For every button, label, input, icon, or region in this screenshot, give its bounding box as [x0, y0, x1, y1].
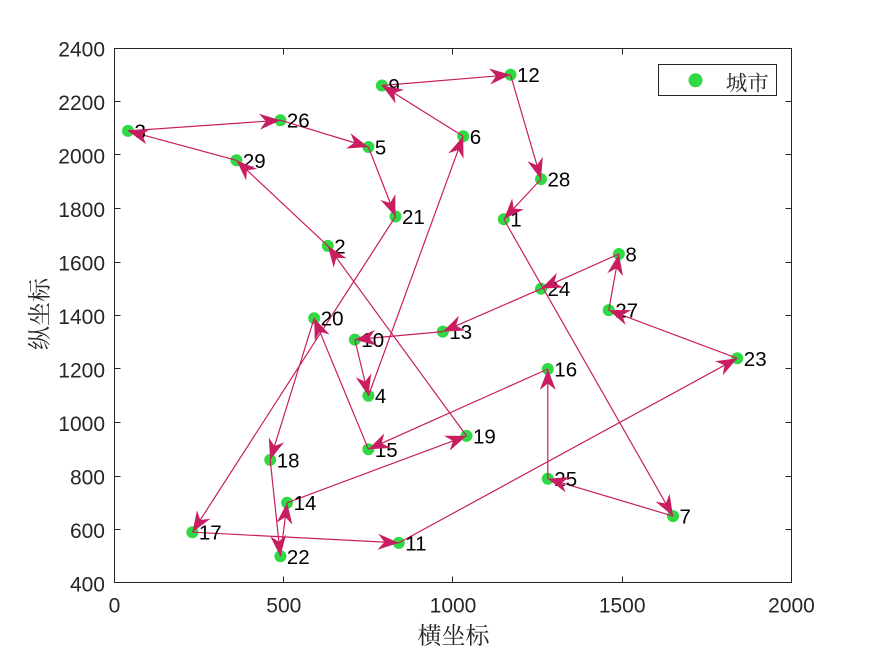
- svg-text:28: 28: [548, 169, 571, 192]
- svg-text:2000: 2000: [768, 595, 815, 618]
- svg-text:26: 26: [287, 110, 310, 133]
- svg-text:1000: 1000: [58, 413, 105, 436]
- svg-text:500: 500: [266, 595, 301, 618]
- svg-text:4: 4: [375, 385, 386, 408]
- svg-text:21: 21: [402, 206, 425, 229]
- svg-text:9: 9: [388, 75, 399, 98]
- svg-text:2400: 2400: [58, 39, 105, 62]
- svg-text:7: 7: [680, 506, 691, 529]
- svg-text:1400: 1400: [58, 306, 105, 329]
- svg-text:400: 400: [70, 574, 105, 597]
- svg-text:18: 18: [277, 449, 300, 472]
- svg-text:19: 19: [473, 425, 496, 448]
- svg-text:1600: 1600: [58, 253, 105, 276]
- svg-text:11: 11: [405, 532, 426, 555]
- svg-text:22: 22: [287, 546, 310, 569]
- svg-text:2: 2: [334, 235, 345, 258]
- svg-text:5: 5: [375, 137, 386, 160]
- svg-text:1500: 1500: [599, 595, 646, 618]
- svg-text:16: 16: [554, 359, 577, 382]
- svg-text:2200: 2200: [58, 92, 105, 115]
- svg-text:2000: 2000: [58, 146, 105, 169]
- svg-text:12: 12: [517, 64, 540, 87]
- svg-text:0: 0: [109, 595, 121, 618]
- svg-text:6: 6: [470, 126, 481, 149]
- svg-text:600: 600: [70, 520, 105, 543]
- svg-text:1: 1: [510, 209, 521, 232]
- svg-text:23: 23: [744, 348, 767, 371]
- svg-text:1200: 1200: [58, 360, 105, 383]
- svg-text:8: 8: [625, 244, 636, 267]
- svg-text:1800: 1800: [58, 199, 105, 222]
- svg-text:14: 14: [294, 492, 317, 515]
- svg-text:1000: 1000: [430, 595, 477, 618]
- svg-text:17: 17: [199, 522, 222, 545]
- svg-text:800: 800: [70, 467, 105, 490]
- svg-text:20: 20: [321, 308, 344, 331]
